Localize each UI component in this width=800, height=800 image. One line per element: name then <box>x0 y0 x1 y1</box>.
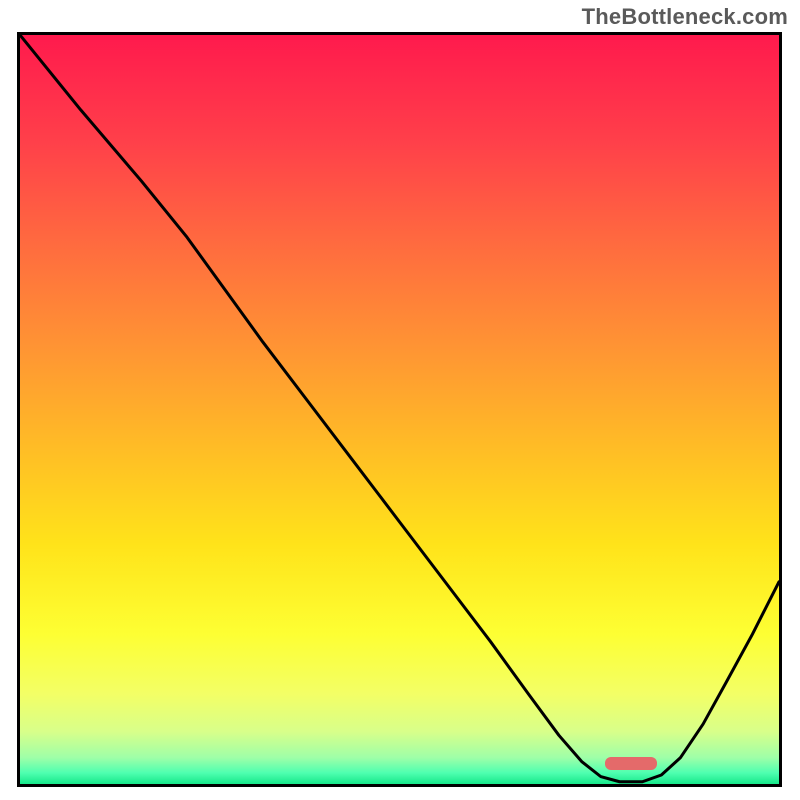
optimum-marker <box>605 757 657 770</box>
chart-container: { "meta": { "width": 800, "height": 800,… <box>0 0 800 800</box>
gradient-background <box>20 35 779 784</box>
chart-svg <box>0 0 800 800</box>
